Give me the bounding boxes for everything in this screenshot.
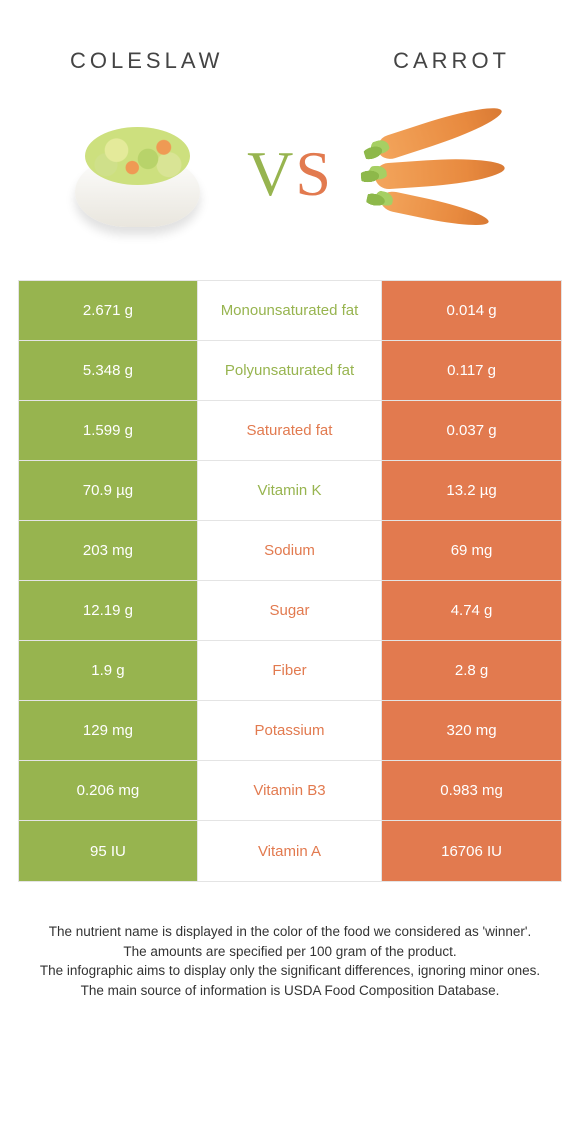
nutrient-label: Potassium: [198, 701, 382, 760]
nutrient-label: Monounsaturated fat: [198, 281, 382, 340]
nutrient-label: Sodium: [198, 521, 382, 580]
value-right: 0.983 mg: [382, 761, 561, 820]
value-left: 5.348 g: [19, 341, 198, 400]
value-left: 129 mg: [19, 701, 198, 760]
value-left: 0.206 mg: [19, 761, 198, 820]
table-row: 203 mgSodium69 mg: [19, 521, 561, 581]
value-left: 203 mg: [19, 521, 198, 580]
value-right: 0.014 g: [382, 281, 561, 340]
value-left: 70.9 µg: [19, 461, 198, 520]
value-right: 0.117 g: [382, 341, 561, 400]
nutrient-label: Vitamin K: [198, 461, 382, 520]
value-left: 1.9 g: [19, 641, 198, 700]
value-right: 2.8 g: [382, 641, 561, 700]
title-left: COLESLAW: [70, 48, 223, 74]
footer-notes: The nutrient name is displayed in the co…: [0, 882, 580, 1000]
title-right: CARROT: [393, 48, 510, 74]
table-row: 2.671 gMonounsaturated fat0.014 g: [19, 281, 561, 341]
value-left: 95 IU: [19, 821, 198, 881]
value-right: 13.2 µg: [382, 461, 561, 520]
table-row: 70.9 µgVitamin K13.2 µg: [19, 461, 561, 521]
vs-label: VS: [247, 137, 333, 211]
carrot-image: [363, 109, 523, 239]
nutrient-label: Sugar: [198, 581, 382, 640]
table-row: 1.9 gFiber2.8 g: [19, 641, 561, 701]
value-left: 12.19 g: [19, 581, 198, 640]
footer-line: The nutrient name is displayed in the co…: [28, 922, 552, 942]
table-row: 0.206 mgVitamin B30.983 mg: [19, 761, 561, 821]
value-right: 0.037 g: [382, 401, 561, 460]
table-row: 12.19 gSugar4.74 g: [19, 581, 561, 641]
coleslaw-image: [57, 109, 217, 239]
footer-line: The infographic aims to display only the…: [28, 961, 552, 981]
nutrient-label: Polyunsaturated fat: [198, 341, 382, 400]
value-right: 16706 IU: [382, 821, 561, 881]
vs-s: S: [295, 138, 333, 209]
hero-row: VS: [0, 94, 580, 274]
footer-line: The amounts are specified per 100 gram o…: [28, 942, 552, 962]
footer-line: The main source of information is USDA F…: [28, 981, 552, 1001]
table-row: 1.599 gSaturated fat0.037 g: [19, 401, 561, 461]
nutrient-label: Vitamin B3: [198, 761, 382, 820]
value-right: 69 mg: [382, 521, 561, 580]
value-right: 4.74 g: [382, 581, 561, 640]
table-row: 95 IUVitamin A16706 IU: [19, 821, 561, 881]
table-row: 5.348 gPolyunsaturated fat0.117 g: [19, 341, 561, 401]
table-row: 129 mgPotassium320 mg: [19, 701, 561, 761]
value-left: 1.599 g: [19, 401, 198, 460]
nutrient-label: Vitamin A: [198, 821, 382, 881]
value-left: 2.671 g: [19, 281, 198, 340]
nutrient-label: Saturated fat: [198, 401, 382, 460]
nutrient-table: 2.671 gMonounsaturated fat0.014 g5.348 g…: [18, 280, 562, 882]
header: COLESLAW CARROT: [0, 0, 580, 94]
nutrient-label: Fiber: [198, 641, 382, 700]
value-right: 320 mg: [382, 701, 561, 760]
vs-v: V: [247, 138, 295, 209]
